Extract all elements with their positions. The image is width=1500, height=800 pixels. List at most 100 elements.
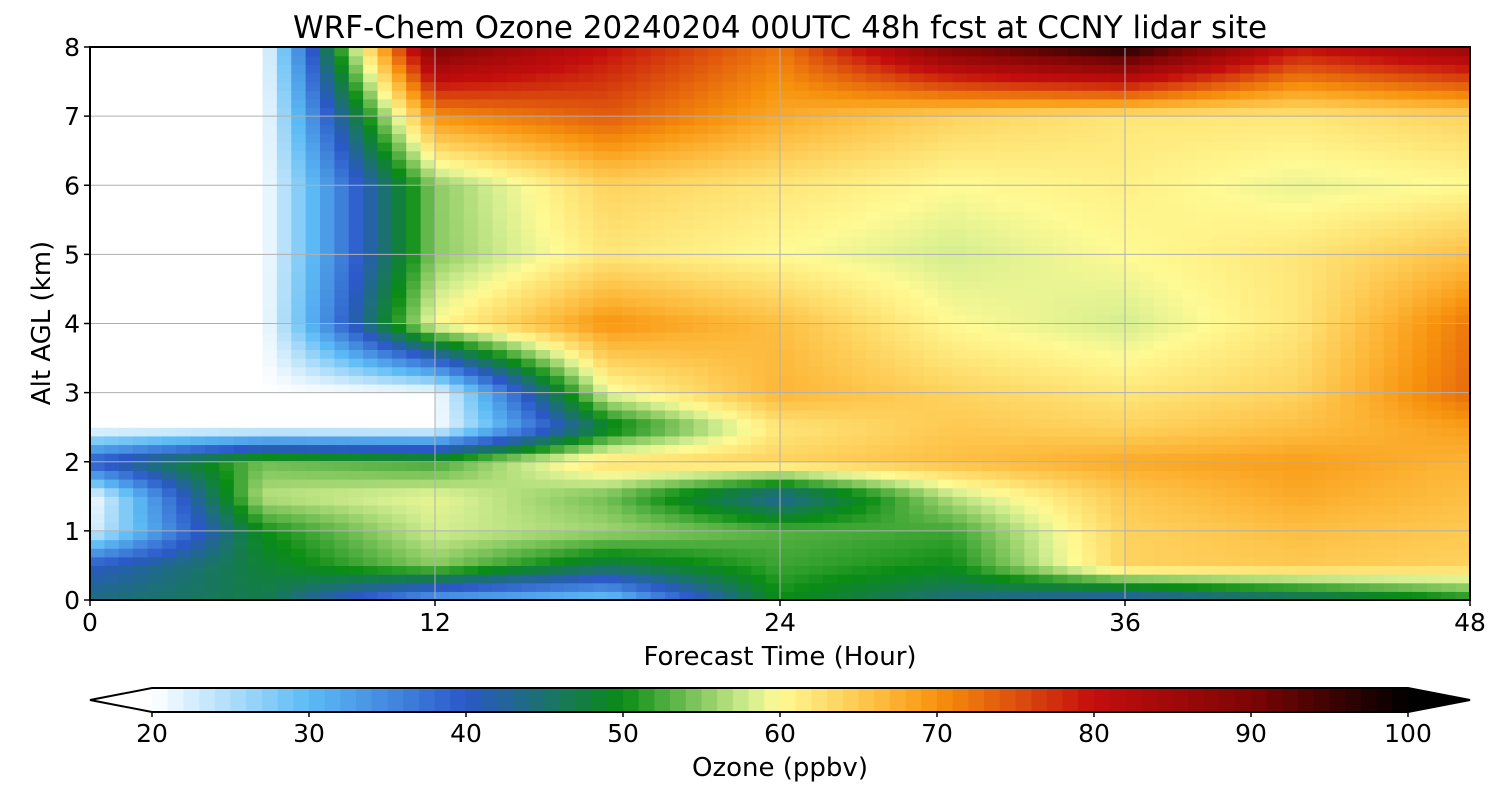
heatmap-cell	[765, 444, 781, 454]
heatmap-cell	[420, 556, 436, 567]
heatmap-cell	[679, 358, 695, 368]
heatmap-cell	[966, 167, 982, 178]
heatmap-cell	[578, 332, 594, 342]
heatmap-cell	[923, 349, 939, 359]
heatmap-cell	[1024, 306, 1040, 316]
heatmap-cell	[1153, 574, 1169, 584]
heatmap-cell	[621, 565, 637, 575]
heatmap-cell	[377, 116, 393, 126]
heatmap-cell	[808, 167, 824, 178]
heatmap-cell	[679, 427, 695, 437]
heatmap-cell	[938, 530, 954, 541]
heatmap-cell	[708, 418, 724, 428]
heatmap-cell	[305, 522, 321, 532]
heatmap-cell	[176, 383, 192, 394]
heatmap-cell	[1153, 556, 1169, 567]
heatmap-cell	[909, 444, 925, 454]
heatmap-cell	[118, 55, 134, 65]
heatmap-cell	[708, 461, 724, 471]
heatmap-cell	[794, 202, 810, 212]
heatmap-cell	[1096, 375, 1112, 385]
heatmap-cell	[593, 159, 609, 169]
heatmap-cell	[708, 530, 724, 541]
heatmap-cell	[1024, 47, 1040, 57]
heatmap-cell	[320, 522, 335, 532]
heatmap-cell	[1196, 444, 1212, 454]
heatmap-cell	[636, 47, 652, 57]
heatmap-cell	[1053, 107, 1069, 117]
heatmap-cell	[1139, 513, 1155, 523]
heatmap-cell	[1196, 522, 1212, 532]
heatmap-cell	[161, 323, 177, 333]
heatmap-cell	[276, 107, 292, 117]
heatmap-cell	[348, 150, 364, 160]
heatmap-cell	[679, 591, 695, 600]
heatmap-cell	[377, 228, 393, 238]
heatmap-cell	[406, 358, 422, 368]
heatmap-cell	[478, 409, 494, 420]
heatmap-cell	[621, 366, 637, 376]
heatmap-cell	[621, 461, 637, 471]
heatmap-cell	[377, 185, 393, 195]
heatmap-cell	[1168, 366, 1184, 376]
heatmap-cell	[1125, 383, 1140, 394]
heatmap-cell	[751, 574, 767, 584]
heatmap-cell	[636, 383, 652, 394]
heatmap-cell	[837, 193, 853, 204]
heatmap-cell	[305, 64, 321, 74]
heatmap-cell	[463, 185, 479, 195]
heatmap-cell	[851, 211, 867, 221]
heatmap-cell	[823, 453, 839, 463]
heatmap-cell	[190, 591, 206, 600]
heatmap-cell	[334, 254, 350, 264]
heatmap-cell	[219, 47, 235, 57]
heatmap-cell	[190, 98, 206, 109]
heatmap-cell	[693, 548, 709, 558]
heatmap-cell	[377, 548, 393, 558]
heatmap-cell	[1010, 124, 1025, 135]
heatmap-cell	[607, 435, 623, 446]
heatmap-cell	[90, 358, 105, 368]
heatmap-cell	[765, 375, 781, 385]
heatmap-cell	[751, 142, 767, 152]
heatmap-cell	[535, 90, 551, 100]
heatmap-cell	[636, 358, 652, 368]
heatmap-cell	[233, 383, 249, 394]
heatmap-cell	[276, 72, 292, 83]
heatmap-cell	[866, 504, 882, 515]
heatmap-cell	[765, 202, 781, 212]
heatmap-cell	[1096, 332, 1112, 342]
heatmap-cell	[535, 228, 551, 238]
heatmap-cell	[708, 556, 724, 567]
heatmap-cell	[650, 565, 666, 575]
heatmap-cell	[593, 64, 609, 74]
heatmap-cell	[909, 116, 925, 126]
heatmap-cell	[578, 349, 594, 359]
heatmap-cell	[736, 306, 752, 316]
heatmap-cell	[650, 228, 666, 238]
heatmap-cell	[262, 237, 278, 247]
heatmap-cell	[104, 219, 120, 230]
heatmap-cell	[981, 81, 997, 91]
heatmap-cell	[751, 202, 767, 212]
heatmap-cell	[751, 90, 767, 100]
heatmap-cell	[966, 245, 982, 255]
heatmap-cells	[90, 47, 1470, 600]
heatmap-cell	[736, 504, 752, 515]
heatmap-cell	[420, 64, 436, 74]
heatmap-cell	[650, 522, 666, 532]
heatmap-cell	[1110, 133, 1126, 143]
heatmap-cell	[535, 591, 551, 600]
heatmap-cell	[1139, 332, 1155, 342]
heatmap-cell	[104, 444, 120, 454]
heatmap-cell	[952, 479, 968, 489]
heatmap-cell	[161, 539, 177, 549]
heatmap-cell	[564, 159, 580, 169]
heatmap-cell	[463, 358, 479, 368]
heatmap-cell	[334, 107, 350, 117]
heatmap-cell	[262, 98, 278, 109]
heatmap-cell	[391, 176, 407, 186]
heatmap-cell	[320, 418, 335, 428]
heatmap-cell	[995, 591, 1011, 600]
heatmap-cell	[895, 582, 910, 592]
